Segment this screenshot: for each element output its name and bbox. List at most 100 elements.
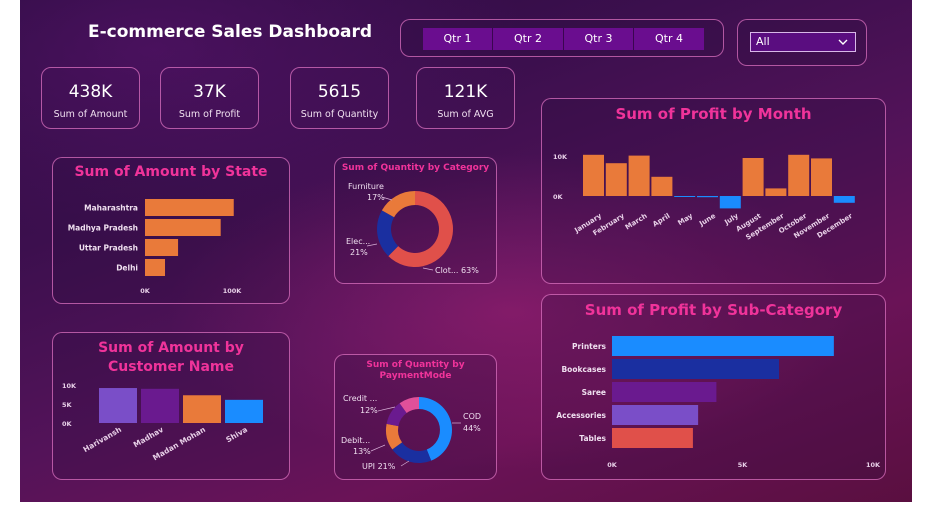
- leader-line: [370, 444, 386, 452]
- kpi-label: Sum of Quantity: [300, 109, 379, 120]
- bar-label: Bookcases: [561, 365, 606, 374]
- bar: [583, 154, 604, 196]
- leader-line: [422, 267, 434, 271]
- leader-line: [377, 406, 396, 412]
- bar: [612, 336, 834, 356]
- tick-label: Shiva: [224, 425, 249, 444]
- slice-label: Furniture: [348, 182, 384, 191]
- bar: [605, 163, 627, 196]
- tick-label: 100K: [223, 287, 243, 295]
- tick-label: April: [651, 212, 671, 229]
- leader-line: [381, 196, 393, 201]
- tick-label: 5K: [738, 461, 749, 469]
- kpi-card-quantity: 5615 Sum of Quantity: [290, 67, 389, 129]
- month-chart-panel: Sum of Profit by Month 10K 0K January Febru…: [541, 98, 886, 284]
- subcategory-chart-panel: Sum of Profit by Sub-Category Printers Bo…: [541, 294, 886, 480]
- bar: [833, 196, 855, 203]
- tick-label: 0K: [62, 420, 73, 428]
- bar: [145, 199, 234, 216]
- tick-label: 5K: [62, 401, 73, 409]
- bar: [788, 154, 810, 196]
- bar-label: Uttar Pradesh: [79, 244, 138, 253]
- slice-label: Elec...: [346, 237, 370, 246]
- pie-slice: [388, 191, 453, 267]
- subcategory-chart: Printers Bookcases Saree Accessories Tables 0…: [556, 336, 881, 469]
- bar: [719, 196, 741, 209]
- kpi-label: Sum of AVG: [437, 109, 494, 120]
- category-chart: Clot... 63% Elec... 21% Furniture 17%: [346, 182, 479, 275]
- leader-line: [366, 243, 378, 247]
- kpi-value: 121K: [443, 82, 488, 102]
- tick-label: 0K: [140, 287, 151, 295]
- slice-percent: 44%: [463, 424, 481, 433]
- payment-chart: COD 44% UPI 21% Debit... 13% Credit ... 12%: [341, 394, 481, 471]
- bar: [145, 239, 179, 256]
- pie-slice: [377, 210, 399, 257]
- bar: [612, 382, 717, 402]
- quarter-slicer: Qtr 1 Qtr 2 Qtr 3 Qtr 4: [400, 19, 724, 57]
- pie-slice: [419, 397, 452, 461]
- bar: [674, 196, 696, 197]
- pie-slice: [386, 403, 407, 427]
- customer-chart-panel: Sum of Amount by Customer Name 10K 5K 0K Ha…: [52, 332, 290, 480]
- slice-percent: 12%: [360, 406, 378, 415]
- tick-label: 10K: [553, 153, 568, 161]
- filter-slicer: All: [737, 19, 867, 66]
- state-chart-panel: Sum of Amount by State Maharashtra Madhya…: [52, 157, 290, 304]
- bar: [765, 188, 787, 196]
- bar: [628, 155, 650, 196]
- filter-dropdown[interactable]: All: [750, 32, 856, 52]
- bar: [697, 196, 718, 198]
- quarter-button-2[interactable]: Qtr 2: [493, 28, 564, 50]
- pie-slice: [381, 191, 415, 218]
- filter-selected-value: All: [756, 35, 770, 48]
- bar-label: Tables: [579, 434, 606, 443]
- pie-slice: [392, 442, 432, 463]
- bar: [145, 259, 166, 276]
- bar-label: Delhi: [116, 264, 138, 273]
- kpi-card-avg: 121K Sum of AVG: [416, 67, 515, 129]
- kpi-label: Sum of Profit: [178, 109, 241, 120]
- kpi-card-profit: 37K Sum of Profit: [160, 67, 259, 129]
- kpi-label: Sum of Amount: [53, 109, 128, 120]
- chevron-down-icon: [838, 39, 848, 45]
- chart-title: Sum of Profit by Month: [615, 105, 812, 123]
- bar: [742, 158, 764, 196]
- bar: [811, 158, 832, 196]
- chart-title: Sum of Profit by Sub-Category: [584, 301, 843, 319]
- page-title: E-commerce Sales Dashboard: [88, 22, 373, 42]
- quarter-button-1[interactable]: Qtr 1: [423, 28, 493, 50]
- bar-label: Maharashtra: [84, 204, 138, 213]
- tick-label: March: [624, 212, 649, 232]
- bar: [225, 399, 263, 423]
- bar-label: Printers: [572, 342, 606, 351]
- bar-label: Madhya Pradesh: [68, 224, 138, 233]
- kpi-value: 5615: [317, 82, 362, 102]
- tick-label: Harivansh: [82, 425, 123, 454]
- kpi-value: 438K: [68, 82, 113, 102]
- slice-label: Clot... 63%: [435, 266, 479, 275]
- bar: [141, 388, 179, 423]
- slice-percent: 13%: [353, 447, 371, 456]
- chart-title: Sum of Amount by State: [74, 164, 268, 180]
- bar-label: Accessories: [556, 411, 606, 420]
- slice-label: Debit...: [341, 436, 370, 445]
- quarter-button-3[interactable]: Qtr 3: [564, 28, 634, 50]
- tick-label: May: [676, 212, 694, 228]
- slice-label: Credit ...: [343, 394, 377, 403]
- chart-title: Sum of Quantity by PaymentMode: [366, 360, 465, 381]
- tick-label: 10K: [62, 382, 77, 390]
- bar: [145, 219, 221, 236]
- tick-label: June: [697, 212, 717, 229]
- state-chart: Maharashtra Madhya Pradesh Uttar Pradesh De…: [68, 199, 243, 295]
- leader-line: [400, 460, 410, 467]
- bar: [612, 359, 780, 379]
- quarter-button-4[interactable]: Qtr 4: [634, 28, 704, 50]
- tick-label: Madhav: [132, 425, 165, 449]
- pie-slice: [386, 423, 403, 450]
- bar: [183, 395, 221, 423]
- kpi-value: 37K: [193, 82, 226, 102]
- bar: [651, 176, 673, 196]
